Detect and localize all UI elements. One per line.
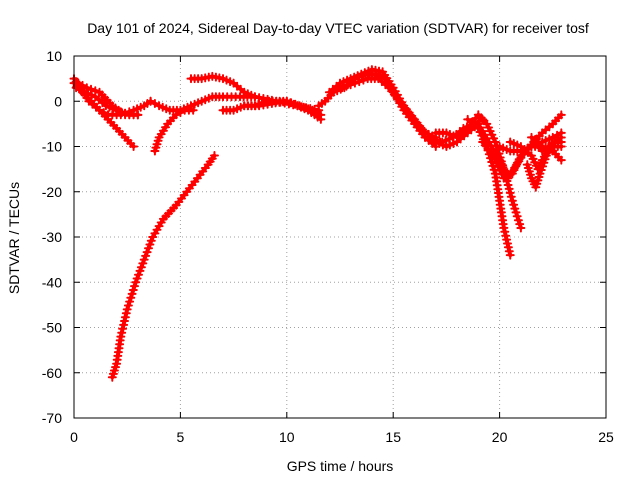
data-point bbox=[532, 179, 542, 189]
y-tick-label: 10 bbox=[46, 48, 62, 64]
data-point bbox=[122, 304, 132, 314]
data-point bbox=[152, 139, 162, 149]
y-tick-label: -10 bbox=[42, 139, 62, 155]
data-point bbox=[509, 200, 519, 210]
data-point bbox=[299, 102, 309, 112]
x-tick-label: 20 bbox=[492, 429, 508, 445]
x-tick-label: 10 bbox=[279, 429, 295, 445]
data-point bbox=[539, 158, 549, 168]
data-point bbox=[516, 223, 526, 233]
data-point bbox=[507, 196, 517, 206]
data-point bbox=[82, 83, 92, 93]
series-arc-16 bbox=[431, 110, 526, 233]
x-axis-label: GPS time / hours bbox=[287, 458, 394, 474]
series-arc-23 bbox=[527, 132, 566, 156]
chart-title: Day 101 of 2024, Sidereal Day-to-day VTE… bbox=[87, 20, 589, 36]
data-point bbox=[540, 154, 550, 164]
data-point bbox=[129, 142, 139, 151]
series-arc-13 bbox=[337, 74, 445, 147]
data-point bbox=[354, 77, 364, 87]
grid bbox=[74, 56, 606, 418]
series-arc-6 bbox=[150, 105, 198, 156]
data-point bbox=[512, 211, 522, 221]
y-tick-label: -40 bbox=[42, 274, 62, 290]
data-point bbox=[523, 163, 533, 173]
x-tick-label: 25 bbox=[598, 429, 614, 445]
data-point bbox=[515, 219, 525, 229]
data-point bbox=[536, 165, 546, 175]
y-tick-label: -50 bbox=[42, 320, 62, 336]
series-arc-8 bbox=[186, 71, 260, 102]
data-point bbox=[535, 169, 545, 179]
series-arc-4 bbox=[73, 78, 143, 120]
data-point bbox=[282, 96, 292, 106]
data-point bbox=[109, 366, 119, 375]
data-point bbox=[316, 110, 326, 120]
data-point bbox=[209, 151, 219, 161]
y-axis-label: SDTVAR / TECUs bbox=[6, 182, 22, 294]
data-point bbox=[505, 250, 515, 260]
data-point bbox=[510, 204, 520, 214]
axes: 0 5 10 15 20 25 -70 -60 -50 -40 -30 -20 -10 0 10 bbox=[42, 48, 614, 445]
data-point bbox=[188, 105, 198, 115]
data-point bbox=[127, 289, 137, 299]
data-point bbox=[123, 301, 133, 310]
data-point bbox=[130, 281, 139, 291]
series-line bbox=[110, 153, 217, 380]
data-point bbox=[151, 143, 161, 153]
series-arc-10 bbox=[239, 96, 326, 120]
data-point bbox=[513, 215, 523, 225]
series-arc-11 bbox=[314, 69, 441, 151]
data-point bbox=[556, 137, 566, 147]
data-point bbox=[346, 80, 356, 90]
x-tick-label: 5 bbox=[177, 429, 185, 445]
data-point bbox=[533, 175, 543, 185]
series-arc-7 bbox=[107, 151, 219, 382]
data-point bbox=[107, 372, 117, 382]
data-point bbox=[505, 188, 515, 198]
x-tick-label: 15 bbox=[385, 429, 401, 445]
data-point bbox=[337, 83, 347, 93]
data-point bbox=[295, 101, 305, 111]
data-point bbox=[250, 92, 260, 102]
y-tick-label: 0 bbox=[54, 93, 62, 109]
data-point bbox=[358, 75, 368, 85]
data-point bbox=[303, 104, 313, 114]
data-point bbox=[128, 285, 138, 295]
y-tick-label: -20 bbox=[42, 184, 62, 200]
data-point bbox=[90, 86, 100, 96]
data-point bbox=[524, 166, 534, 176]
data-point bbox=[511, 207, 521, 217]
data-point bbox=[290, 99, 300, 109]
data-point bbox=[125, 297, 135, 307]
data-point bbox=[556, 155, 566, 165]
data-point bbox=[341, 81, 351, 91]
data-point bbox=[506, 192, 516, 202]
y-tick-label: -70 bbox=[42, 410, 62, 426]
data-point bbox=[556, 110, 566, 120]
x-tick-label: 0 bbox=[70, 429, 78, 445]
y-tick-label: -60 bbox=[42, 365, 62, 381]
series-arc-17 bbox=[463, 114, 515, 260]
y-tick-label: -30 bbox=[42, 229, 62, 245]
data-point bbox=[350, 78, 360, 88]
data-series bbox=[69, 65, 566, 382]
data-point bbox=[538, 161, 548, 171]
data-point bbox=[286, 98, 296, 108]
data-point bbox=[133, 110, 143, 120]
data-point bbox=[86, 84, 96, 94]
data-point bbox=[126, 293, 136, 303]
data-point bbox=[111, 362, 120, 372]
